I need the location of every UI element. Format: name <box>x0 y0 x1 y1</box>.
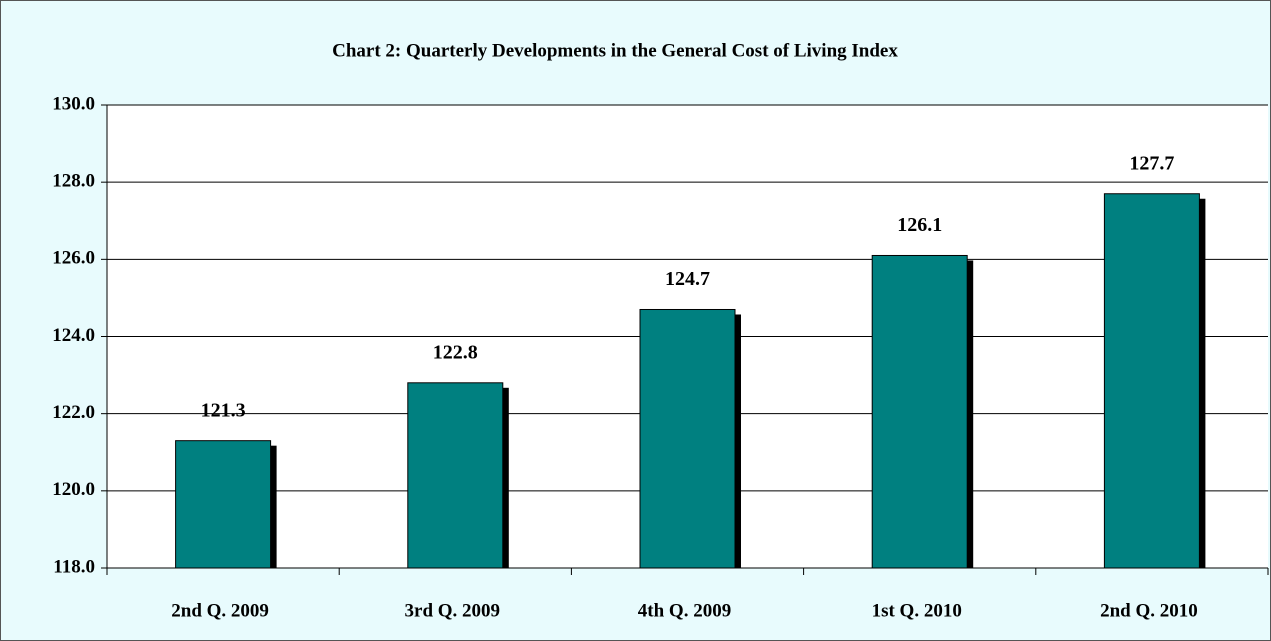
y-tick-label: 120.0 <box>52 479 95 500</box>
x-tick-label: 2nd Q. 2010 <box>1100 600 1198 621</box>
y-tick-label: 126.0 <box>52 248 95 269</box>
value-label: 126.1 <box>897 214 942 236</box>
x-tick-label: 1st Q. 2010 <box>872 600 962 621</box>
y-tick-label: 118.0 <box>53 556 95 577</box>
chart-title: Chart 2: Quarterly Developments in the G… <box>332 40 898 61</box>
value-label: 127.7 <box>1129 152 1174 174</box>
bar <box>407 382 504 569</box>
y-tick-label: 130.0 <box>52 93 95 114</box>
y-tick-label: 122.0 <box>52 402 95 423</box>
value-label: 124.7 <box>665 268 710 290</box>
x-tick-label: 3rd Q. 2009 <box>405 600 501 621</box>
bar <box>1103 193 1200 569</box>
x-tick-label: 4th Q. 2009 <box>638 600 731 621</box>
bar <box>175 440 272 569</box>
value-label: 122.8 <box>433 341 478 363</box>
x-tick-label: 2nd Q. 2009 <box>171 600 269 621</box>
value-label: 121.3 <box>201 399 246 421</box>
bar <box>871 254 968 569</box>
y-tick-label: 128.0 <box>52 171 95 192</box>
bar <box>639 308 736 569</box>
y-tick-label: 124.0 <box>52 325 95 346</box>
